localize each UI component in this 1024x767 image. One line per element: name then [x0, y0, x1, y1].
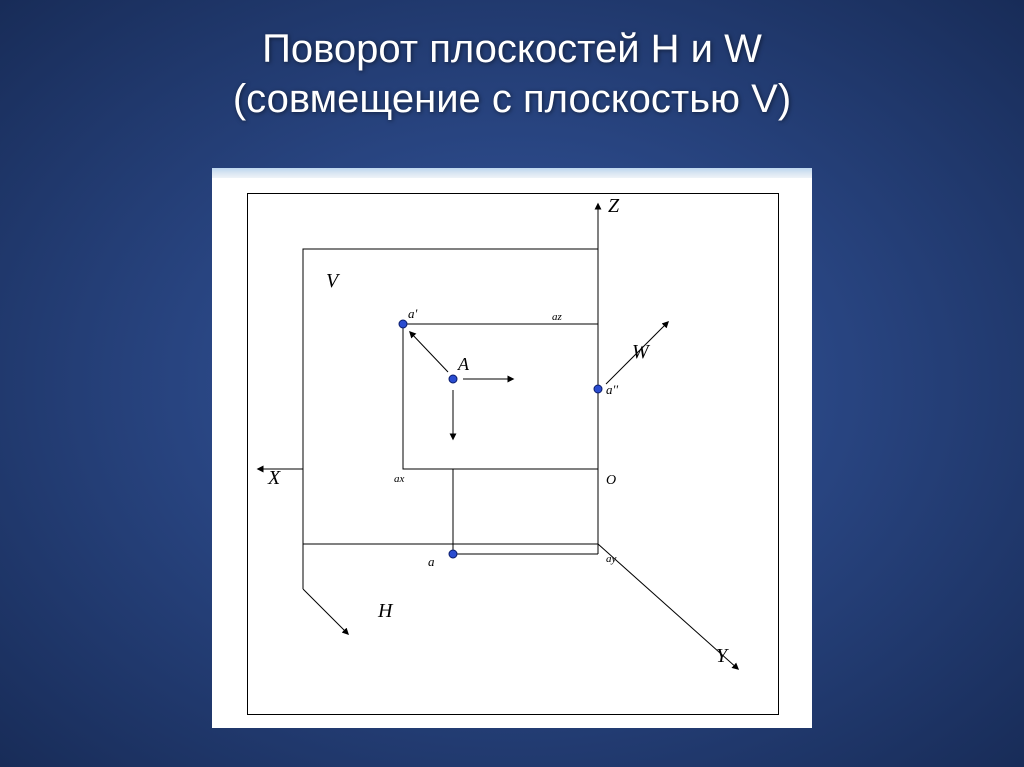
title-line-2: (совмещение с плоскостью V): [233, 77, 791, 121]
label-a-h: a: [428, 554, 435, 569]
inner-rect: [403, 324, 598, 469]
point-a: [449, 375, 457, 383]
label-w: W: [632, 341, 651, 363]
point-a-prime: [399, 320, 407, 328]
line-a-aprime: [410, 332, 448, 372]
plane-v-rect: [303, 249, 598, 544]
slide-title: Поворот плоскостей H и W (совмещение с п…: [0, 0, 1024, 124]
point-a-h: [449, 550, 457, 558]
axis-h-fold: [303, 589, 348, 634]
label-O: O: [606, 473, 616, 488]
title-line-1: Поворот плоскостей H и W: [262, 27, 762, 71]
slide: Поворот плоскостей H и W (совмещение с п…: [0, 0, 1024, 767]
label-v: V: [326, 270, 341, 292]
label-A: A: [457, 354, 470, 374]
label-a-dblprime: a'': [606, 382, 618, 397]
label-az: az: [552, 311, 563, 323]
label-ax: aх: [394, 473, 405, 485]
label-ay: aу: [606, 553, 617, 565]
label-x: X: [267, 467, 281, 489]
diagram-canvas: V W H X Y Z A a' a'' a O aх aу az: [247, 193, 779, 715]
label-y: Y: [716, 645, 729, 667]
point-a-dblprime: [594, 385, 602, 393]
diagram-panel: V W H X Y Z A a' a'' a O aх aу az: [212, 168, 812, 728]
projection-diagram: V W H X Y Z A a' a'' a O aх aу az: [248, 194, 778, 714]
label-h: H: [377, 600, 394, 622]
label-a-prime: a': [408, 306, 418, 321]
label-z: Z: [608, 195, 620, 217]
window-titlebar: [212, 168, 812, 178]
